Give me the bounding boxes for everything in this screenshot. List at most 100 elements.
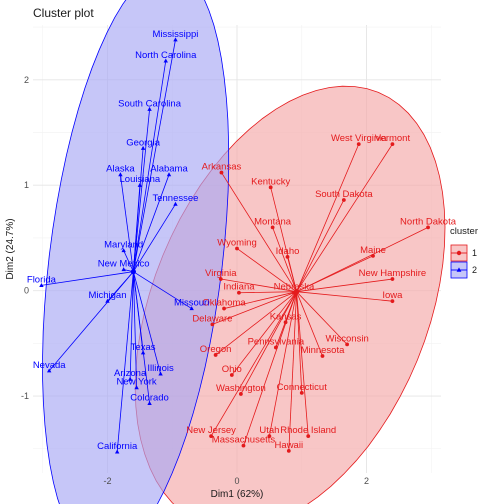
data-point bbox=[127, 376, 133, 381]
cluster-segment bbox=[287, 256, 297, 292]
point-label: Washington bbox=[216, 383, 266, 394]
data-point bbox=[219, 170, 224, 175]
cluster-segment bbox=[296, 199, 345, 292]
data-point bbox=[189, 306, 194, 311]
point-label: Kentucky bbox=[251, 176, 290, 187]
cluster-segment bbox=[212, 291, 297, 325]
cluster-2-centroid bbox=[130, 269, 136, 275]
point-label: Kansas bbox=[270, 311, 302, 322]
data-point bbox=[213, 353, 218, 357]
cluster-segment bbox=[288, 291, 297, 451]
point-label: Texas bbox=[131, 342, 156, 353]
point-label: Ohio bbox=[222, 364, 242, 375]
chart-title: Cluster plot bbox=[33, 6, 94, 20]
legend-label-2: 2 bbox=[472, 265, 477, 275]
cluster-segment bbox=[243, 291, 297, 446]
data-point bbox=[209, 434, 213, 439]
data-point bbox=[39, 282, 44, 287]
cluster-segment bbox=[215, 291, 297, 356]
cluster-segment bbox=[133, 174, 170, 272]
data-point bbox=[46, 368, 52, 373]
point-label: Vermont bbox=[375, 133, 411, 144]
point-label: California bbox=[97, 441, 138, 452]
point-label: West Virginia bbox=[331, 133, 387, 144]
data-point bbox=[222, 306, 226, 311]
point-label: Georgia bbox=[126, 137, 161, 148]
data-point bbox=[210, 322, 215, 327]
data-point bbox=[173, 201, 178, 206]
data-point bbox=[121, 248, 126, 253]
cluster-segment bbox=[132, 271, 150, 404]
point-label: Oklahoma bbox=[202, 298, 246, 309]
cluster-segment bbox=[120, 174, 134, 272]
data-point bbox=[158, 371, 163, 376]
data-point bbox=[218, 277, 223, 281]
data-point bbox=[173, 37, 178, 42]
point-label: Hawaii bbox=[275, 440, 304, 451]
cluster-segment bbox=[296, 291, 323, 357]
cluster-segment bbox=[296, 255, 374, 293]
cluster-segment bbox=[133, 271, 192, 309]
point-label: Louisiana bbox=[120, 174, 161, 185]
data-point bbox=[235, 246, 239, 251]
point-label: Missouri bbox=[174, 298, 209, 309]
cluster-segment bbox=[132, 185, 141, 272]
data-point bbox=[147, 106, 152, 111]
data-point bbox=[140, 145, 146, 150]
cluster-segment bbox=[210, 291, 297, 437]
cluster-segment bbox=[132, 60, 167, 272]
data-point bbox=[114, 449, 120, 454]
cluster-segment bbox=[223, 291, 297, 309]
data-point bbox=[268, 185, 273, 190]
data-point bbox=[137, 182, 143, 187]
y-axis-title: Dim2 (24.7%) bbox=[5, 218, 16, 279]
legend-key-marker bbox=[456, 250, 462, 256]
y-tick-label: 1 bbox=[24, 180, 29, 190]
cluster-segment bbox=[132, 109, 150, 272]
y-tick-label: -1 bbox=[21, 391, 29, 401]
point-label: Illinois bbox=[147, 363, 174, 374]
point-label: Iowa bbox=[382, 290, 403, 301]
cluster-segment bbox=[231, 291, 297, 376]
data-point bbox=[267, 434, 272, 439]
data-point bbox=[238, 392, 243, 396]
cluster-segment bbox=[296, 143, 360, 292]
point-label: Tennessee bbox=[152, 193, 198, 204]
x-axis-title: Dim1 (62%) bbox=[211, 489, 264, 500]
point-label: Utah bbox=[259, 425, 279, 436]
x-tick-label: 0 bbox=[234, 476, 239, 486]
data-point bbox=[237, 290, 241, 295]
point-label: New Jersey bbox=[186, 425, 236, 436]
legend-title: cluster bbox=[450, 226, 478, 237]
point-label: Nevada bbox=[33, 360, 66, 371]
data-point bbox=[241, 443, 246, 448]
cluster-segment bbox=[296, 291, 303, 393]
cluster-segment bbox=[221, 172, 297, 292]
data-point bbox=[390, 142, 395, 147]
data-point bbox=[105, 298, 110, 303]
cluster-segment bbox=[238, 291, 297, 294]
point-label: Virginia bbox=[205, 268, 237, 279]
point-label: Delaware bbox=[192, 313, 232, 324]
cluster-segment bbox=[272, 227, 297, 292]
data-point bbox=[390, 299, 395, 304]
data-point bbox=[299, 390, 304, 395]
data-points bbox=[39, 37, 430, 454]
point-label: Indiana bbox=[223, 282, 255, 293]
point-label: North Carolina bbox=[135, 50, 197, 61]
point-label: Maryland bbox=[104, 240, 143, 251]
data-point bbox=[320, 354, 325, 358]
point-label: Massachusetts bbox=[212, 435, 276, 446]
data-point bbox=[121, 267, 126, 272]
data-point bbox=[390, 277, 395, 281]
point-label: Arkansas bbox=[202, 162, 242, 173]
data-point bbox=[285, 255, 290, 259]
cluster-segment bbox=[116, 271, 134, 452]
point-label: South Carolina bbox=[118, 98, 182, 109]
cluster-1-centroid bbox=[293, 289, 300, 295]
point-label: South Dakota bbox=[315, 189, 373, 200]
point-label: Minnesota bbox=[301, 345, 346, 356]
data-point bbox=[147, 401, 152, 406]
